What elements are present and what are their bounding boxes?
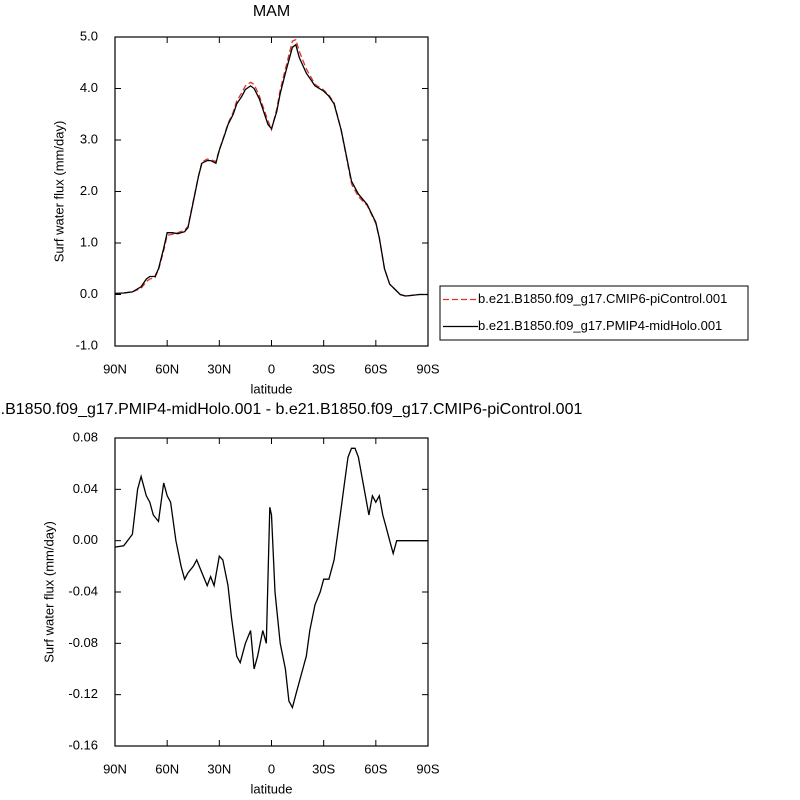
x-tick-label: 0 [268, 761, 275, 776]
x-tick-label: 30S [312, 361, 335, 376]
x-tick-label: 90N [103, 361, 127, 376]
line-series [114, 447, 428, 710]
y-tick-label: -0.08 [68, 635, 98, 650]
y-tick-label: -1.0 [76, 337, 98, 352]
y-tick-label: -0.04 [68, 583, 98, 598]
x-tick-label: 60S [364, 761, 387, 776]
line-series [114, 43, 428, 297]
x-tick-label: 60N [155, 761, 179, 776]
chart-title: MAM [253, 3, 290, 20]
y-tick-label: 1.0 [80, 234, 98, 249]
legend-label: b.e21.B1850.f09_g17.CMIP6-piControl.001 [478, 291, 727, 306]
y-tick-label: 4.0 [80, 80, 98, 95]
y-axis-label: Surf water flux (mm/day) [41, 521, 56, 663]
y-tick-label: 3.0 [80, 131, 98, 146]
y-tick-label: 0.04 [73, 481, 98, 496]
y-tick-label: -0.12 [68, 686, 98, 701]
y-tick-label: -0.16 [68, 737, 98, 752]
x-tick-label: 60S [364, 361, 387, 376]
x-tick-label: 30N [207, 361, 231, 376]
x-axis-label: latitude [251, 381, 293, 396]
y-axis-label: Surf water flux (mm/day) [51, 121, 66, 263]
x-tick-label: 30S [312, 761, 335, 776]
x-axis-label: latitude [251, 781, 293, 796]
y-tick-label: 0.08 [73, 429, 98, 444]
plot-frame [114, 437, 429, 747]
x-tick-label: 90S [416, 761, 439, 776]
y-tick-label: 0.0 [80, 286, 98, 301]
y-tick-label: 5.0 [80, 28, 98, 43]
y-tick-label: 2.0 [80, 183, 98, 198]
y-tick-label: 0.00 [73, 532, 98, 547]
plot-frame [114, 36, 429, 347]
chart-title: b.e21.B1850.f09_g17.PMIP4-midHolo.001 - … [0, 401, 582, 418]
x-tick-label: 90S [416, 361, 439, 376]
x-tick-label: 90N [103, 761, 127, 776]
x-tick-label: 60N [155, 361, 179, 376]
x-tick-label: 30N [207, 761, 231, 776]
x-tick-label: 0 [268, 361, 275, 376]
legend-box [439, 285, 749, 341]
legend-label: b.e21.B1850.f09_g17.PMIP4-midHolo.001 [478, 318, 722, 333]
